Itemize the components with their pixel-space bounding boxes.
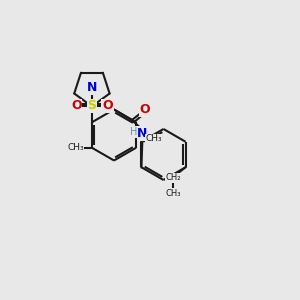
Text: S: S — [87, 99, 96, 112]
Text: CH₃: CH₃ — [165, 189, 181, 198]
Text: N: N — [137, 127, 148, 140]
Text: CH₃: CH₃ — [67, 143, 84, 152]
Text: CH₃: CH₃ — [146, 134, 162, 143]
Text: O: O — [71, 99, 82, 112]
Text: CH₂: CH₂ — [165, 173, 181, 182]
Text: H: H — [130, 127, 138, 137]
Text: O: O — [102, 99, 113, 112]
Text: O: O — [139, 103, 150, 116]
Text: N: N — [87, 81, 97, 94]
